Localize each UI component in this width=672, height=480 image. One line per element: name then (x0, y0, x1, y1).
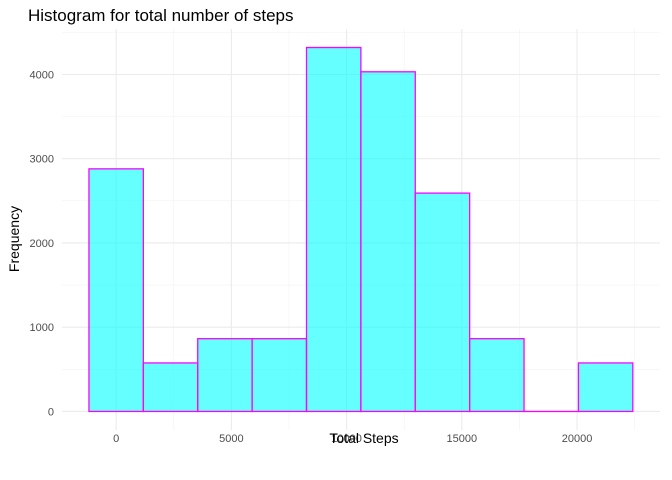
y-axis-label: Frequency (6, 206, 22, 272)
histogram-bar (305, 46, 362, 413)
bars (88, 46, 634, 413)
x-tick-label: 20000 (562, 433, 593, 445)
y-tick-label: 0 (48, 406, 54, 418)
histogram-bar (360, 71, 416, 413)
x-tick-label: 0 (113, 433, 119, 445)
histogram-bar (469, 338, 525, 413)
x-axis-label: Total Steps (329, 430, 398, 446)
histogram-bar (88, 168, 144, 413)
histogram-bar (197, 338, 253, 413)
y-tick-label: 1000 (30, 322, 54, 334)
histogram-bar (414, 192, 471, 413)
y-tick-label: 3000 (30, 154, 54, 166)
y-tick-label: 4000 (30, 69, 54, 81)
x-axis-ticks: 0 5000 10000 15000 20000 (113, 433, 592, 445)
histogram-bar (577, 362, 634, 413)
x-tick-label: 15000 (447, 433, 478, 445)
y-tick-label: 2000 (30, 238, 54, 250)
y-axis-ticks: 0 1000 2000 3000 4000 (30, 69, 54, 418)
x-tick-label: 5000 (219, 433, 243, 445)
histogram-bar (142, 362, 199, 413)
histogram-bar (251, 338, 308, 413)
x-tick-label: 10000 (331, 433, 362, 445)
chart-title: Histogram for total number of steps (28, 6, 294, 25)
